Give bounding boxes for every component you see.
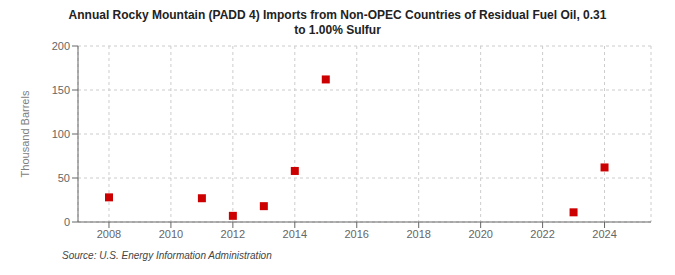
svg-text:Thousand Barrels: Thousand Barrels [19,90,31,177]
svg-text:100: 100 [52,128,70,140]
svg-text:2020: 2020 [468,228,492,240]
svg-text:2016: 2016 [345,228,369,240]
svg-text:2008: 2008 [97,228,121,240]
html-text:Annual Rocky Mountain (PADD 4): Annual Rocky Mountain (PADD 4) Imports f… [68,8,607,22]
svg-text:200: 200 [52,40,70,52]
html-text:Source: U.S. Energy Informatio: Source: U.S. Energy Information Administ… [62,250,272,261]
svg-text:2018: 2018 [406,228,430,240]
svg-text:2024: 2024 [592,228,616,240]
svg-text:2014: 2014 [283,228,307,240]
svg-text:2012: 2012 [221,228,245,240]
svg-text:0: 0 [64,216,70,228]
svg-text:50: 50 [58,172,70,184]
svg-text:2022: 2022 [530,228,554,240]
html-text:to 1.00% Sulfur: to 1.00% Sulfur [294,23,381,37]
svg-text:150: 150 [52,84,70,96]
svg-text:2010: 2010 [159,228,183,240]
